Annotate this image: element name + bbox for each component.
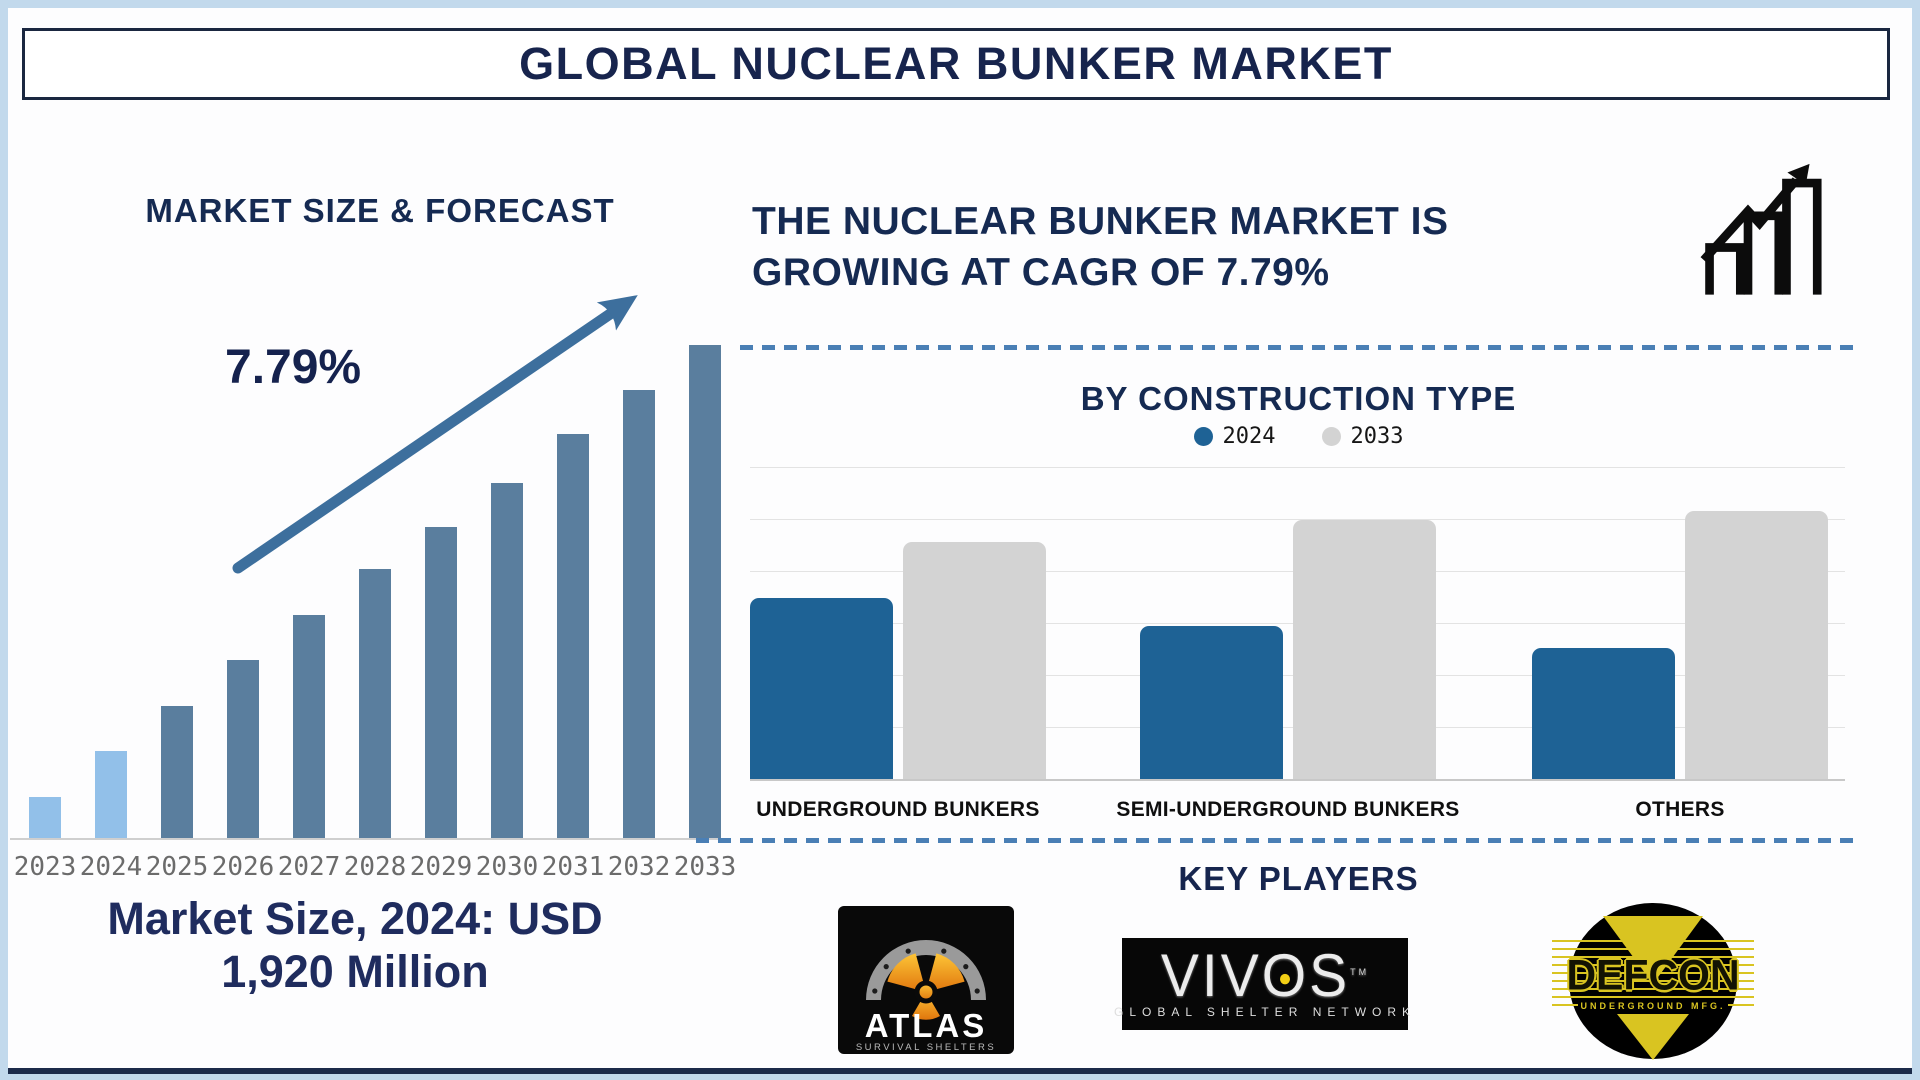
page-title: GLOBAL NUCLEAR BUNKER MARKET — [519, 38, 1393, 89]
defcon-wordmark: DEFCON — [1566, 950, 1740, 1000]
legend-item-2033: 2033 — [1321, 424, 1404, 449]
construction-bar-2024-underground-bunkers — [750, 598, 893, 779]
forecast-year-label-2031: 2031 — [541, 852, 605, 882]
vivos-subtitle: GLOBAL SHELTER NETWORK — [1113, 1005, 1417, 1020]
forecast-bar-2026 — [227, 660, 259, 838]
legend-label-2024: 2024 — [1222, 424, 1276, 449]
forecast-bar-2023 — [29, 797, 61, 838]
atlas-logo-graphic: ATLAS SURVIVAL SHELTERS — [856, 940, 996, 1053]
forecast-year-label-2024: 2024 — [79, 852, 143, 882]
dashed-divider-top — [740, 345, 1853, 350]
atlas-arch-rivets — [872, 948, 980, 994]
construction-category-labels: UNDERGROUND BUNKERS SEMI-UNDERGROUND BUNK… — [750, 798, 1845, 828]
market-size-line2: 1,920 Million — [221, 946, 489, 998]
legend-dot-2033 — [1321, 427, 1341, 446]
forecast-bar-2025 — [161, 706, 193, 838]
construction-bar-2033-semi-underground-bunkers — [1293, 520, 1436, 779]
vivos-wordmark: VIVOSTM — [1160, 942, 1370, 1010]
atlas-arch — [866, 940, 986, 1000]
forecast-bar-2030 — [491, 483, 523, 838]
forecast-year-label-2026: 2026 — [211, 852, 275, 882]
construction-chart — [750, 467, 1845, 781]
category-label-underground-bunkers: UNDERGROUND BUNKERS — [756, 798, 1040, 821]
forecast-bar-2031 — [557, 434, 589, 838]
forecast-year-label-2029: 2029 — [409, 852, 473, 882]
forecast-bar-2024 — [95, 751, 127, 838]
legend-dot-2024 — [1193, 427, 1213, 446]
svg-text:SURVIVAL SHELTERS: SURVIVAL SHELTERS — [856, 1042, 996, 1053]
construction-legend: 2024 2033 — [752, 424, 1845, 449]
headline-line2: GROWING AT CAGR OF 7.79% — [752, 251, 1330, 295]
svg-text:ATLAS: ATLAS — [865, 1007, 988, 1044]
logo-atlas-survival-shelters: ATLAS SURVIVAL SHELTERS — [838, 906, 1014, 1054]
forecast-year-label-2025: 2025 — [145, 852, 209, 882]
forecast-bar-2029 — [425, 527, 457, 838]
category-label-semi-underground-bunkers: SEMI-UNDERGROUND BUNKERS — [1116, 798, 1460, 821]
forecast-bar-2028 — [359, 569, 391, 838]
forecast-bar-2027 — [293, 615, 325, 838]
vivos-tm: TM — [1350, 966, 1370, 977]
headline-line1: THE NUCLEAR BUNKER MARKET IS — [752, 200, 1449, 243]
bottom-accent-bar — [8, 1068, 1912, 1074]
forecast-chart — [12, 345, 738, 838]
legend-label-2033: 2033 — [1350, 424, 1404, 449]
construction-bar-2024-others — [1532, 648, 1675, 779]
title-bar: GLOBAL NUCLEAR BUNKER MARKET — [22, 28, 1890, 100]
legend-item-2024: 2024 — [1193, 424, 1276, 449]
construction-bar-2024-semi-underground-bunkers — [1140, 626, 1283, 779]
headline: THE NUCLEAR BUNKER MARKET IS GROWING AT … — [752, 196, 1552, 299]
growth-chart-icon — [1700, 163, 1822, 295]
forecast-x-axis — [10, 838, 722, 840]
key-players-heading: KEY PLAYERS — [1178, 860, 1419, 897]
construction-heading: BY CONSTRUCTION TYPE — [1080, 380, 1517, 417]
forecast-year-label-2027: 2027 — [277, 852, 341, 882]
forecast-year-label-2033: 2033 — [673, 852, 737, 882]
market-size-line1: Market Size, 2024: USD — [107, 893, 603, 944]
forecast-year-label-2032: 2032 — [607, 852, 671, 882]
cagr-annotation: 7.79% — [225, 341, 362, 394]
category-label-others: OTHERS — [1635, 798, 1725, 821]
forecast-bar-2033 — [689, 345, 721, 838]
logo-defcon: DEFCON UNDERGROUND MFG. — [1552, 900, 1754, 1062]
forecast-year-labels: 2023 2024 2025 2026 2027 2028 2029 2030 2031 2032… — [12, 852, 738, 884]
forecast-heading: MARKET SIZE & FORECAST — [145, 192, 615, 229]
forecast-bar-2032 — [623, 390, 655, 838]
construction-bar-2033-underground-bunkers — [903, 542, 1046, 779]
forecast-year-label-2028: 2028 — [343, 852, 407, 882]
defcon-subtitle: UNDERGROUND MFG. — [1578, 999, 1728, 1013]
forecast-year-label-2023: 2023 — [13, 852, 77, 882]
trend-arrow-icon — [232, 295, 638, 574]
forecast-year-label-2030: 2030 — [475, 852, 539, 882]
market-size-note: Market Size, 2024: USD 1,920 Million — [30, 892, 680, 998]
dashed-divider-bottom — [696, 838, 1854, 843]
logo-vivos: VIVOSTM GLOBAL SHELTER NETWORK — [1114, 938, 1410, 1030]
defcon-triangle-bottom — [1617, 1014, 1689, 1060]
construction-bar-2033-others — [1685, 511, 1828, 779]
defcon-stripes — [1552, 940, 1754, 1006]
radiation-icon — [887, 953, 965, 1020]
